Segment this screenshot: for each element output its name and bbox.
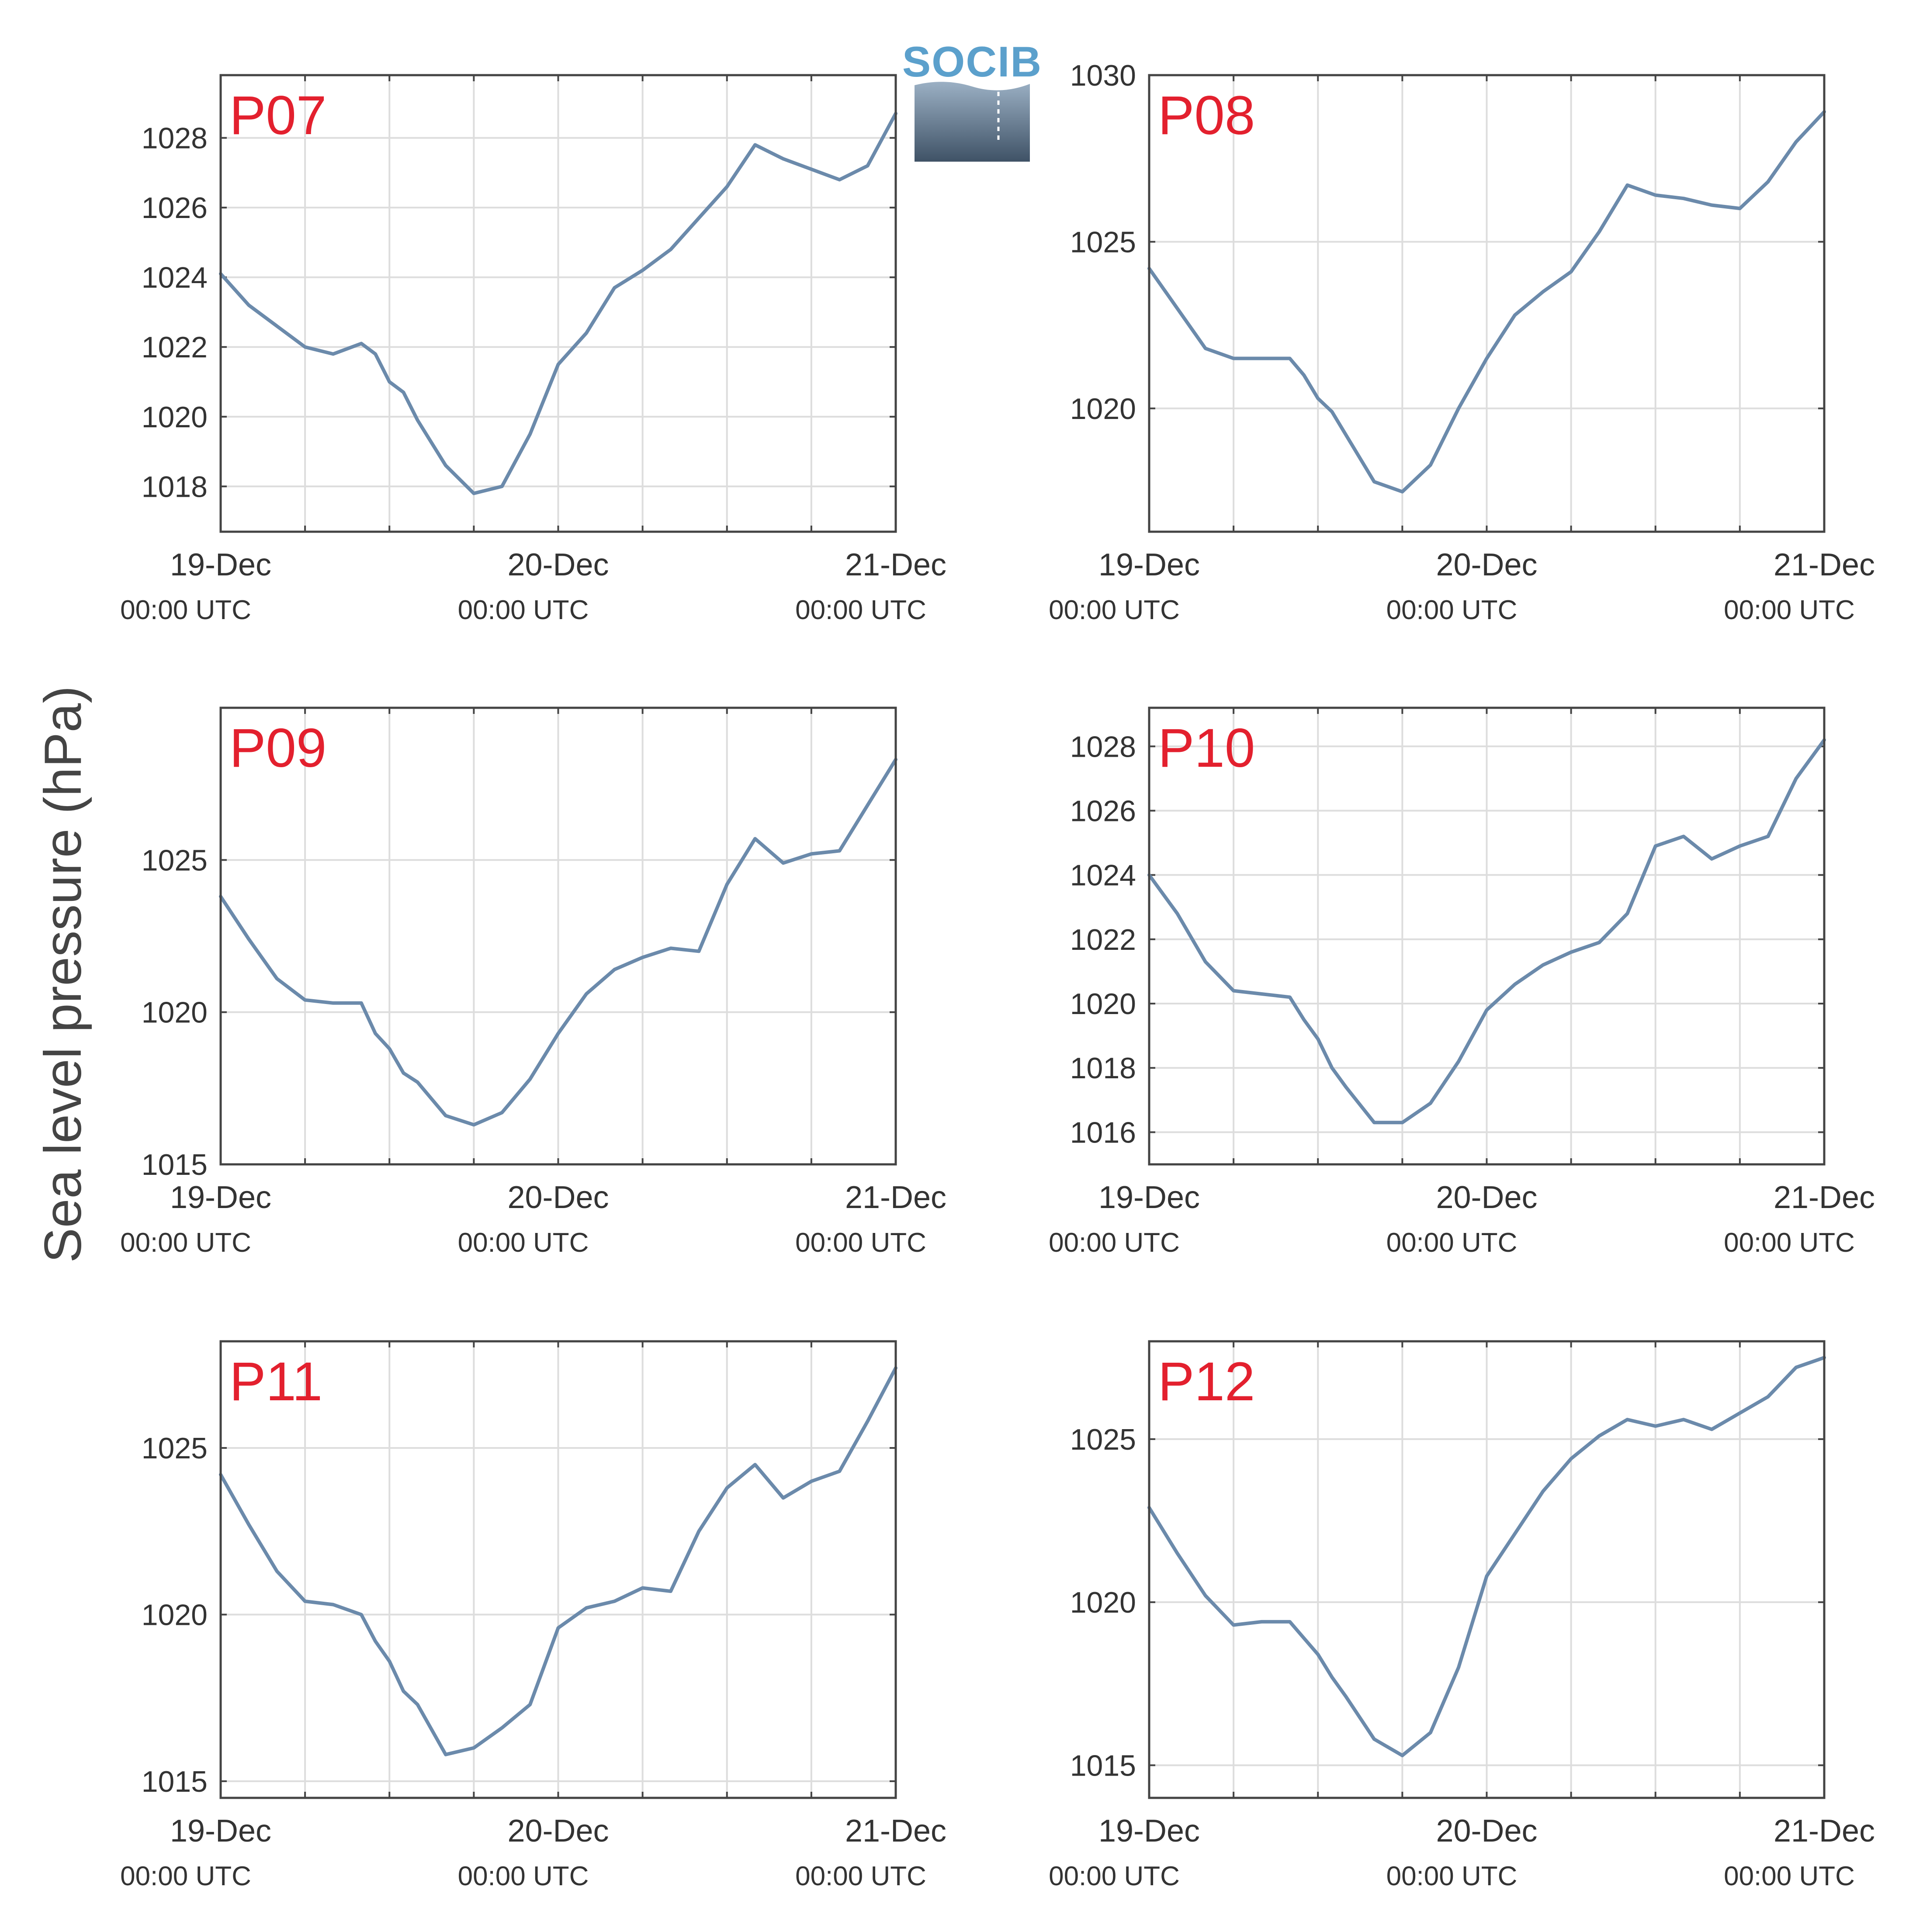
y-tick-label: 1018 bbox=[1070, 1052, 1136, 1085]
socib-logo: SOCIB bbox=[902, 38, 1042, 162]
y-tick-label: 1022 bbox=[1070, 923, 1136, 956]
plot-frame bbox=[1148, 74, 1826, 533]
panel-label: P07 bbox=[229, 85, 326, 146]
y-tick-label: 1015 bbox=[142, 1765, 208, 1798]
y-tick-label: 1030 bbox=[1070, 59, 1136, 92]
series-line bbox=[219, 1366, 897, 1756]
x-tick-label-time: 00:00 UTC bbox=[795, 1861, 926, 1891]
x-tick-label-day: 19-Dec bbox=[1098, 1814, 1200, 1849]
y-tick-label: 1020 bbox=[1070, 1586, 1136, 1619]
y-tick-label: 1020 bbox=[1070, 987, 1136, 1021]
x-tick-label-time: 00:00 UTC bbox=[1049, 595, 1180, 625]
plot-frame bbox=[219, 706, 897, 1166]
x-tick-label-day: 21-Dec bbox=[1774, 1814, 1875, 1849]
series-line bbox=[219, 111, 897, 495]
y-axis-label: Sea level pressure (hPa) bbox=[34, 686, 92, 1263]
x-tick-label-time: 00:00 UTC bbox=[1049, 1861, 1180, 1891]
x-tick-label-time: 00:00 UTC bbox=[120, 1861, 251, 1891]
y-tick-label: 1020 bbox=[142, 996, 208, 1029]
chart-panel-p08: 1020 1025 1030 19-Dec 00:00 UTC 20-Dec 00:00 U… bbox=[1049, 59, 1875, 625]
x-tick-label-time: 00:00 UTC bbox=[120, 595, 251, 625]
y-tick-label: 1026 bbox=[142, 191, 208, 225]
chart-panel-p10: 1016 1018 1020 1022 1024 1026 1028 19-Dec 00:00 … bbox=[1049, 706, 1875, 1258]
y-tick-label: 1018 bbox=[142, 470, 208, 503]
x-tick-label-time: 00:00 UTC bbox=[795, 595, 926, 625]
x-tick-label-time: 00:00 UTC bbox=[458, 1861, 589, 1891]
x-tick-label-time: 00:00 UTC bbox=[120, 1228, 251, 1258]
x-tick-label-day: 21-Dec bbox=[845, 547, 946, 582]
plot-frame bbox=[219, 74, 897, 533]
x-tick-label-time: 00:00 UTC bbox=[795, 1228, 926, 1258]
x-tick-label-day: 21-Dec bbox=[1774, 547, 1875, 582]
x-tick-label-day: 20-Dec bbox=[507, 1814, 609, 1849]
x-tick-label-day: 21-Dec bbox=[1774, 1180, 1875, 1215]
y-tick-label: 1025 bbox=[142, 844, 208, 877]
x-tick-label-day: 20-Dec bbox=[1436, 547, 1537, 582]
plot-frame bbox=[1148, 706, 1826, 1166]
x-tick-label-time: 00:00 UTC bbox=[458, 595, 589, 625]
x-tick-label-day: 19-Dec bbox=[170, 1180, 271, 1215]
y-tick-label: 1020 bbox=[1070, 392, 1136, 426]
x-tick-label-day: 19-Dec bbox=[170, 547, 271, 582]
y-tick-label: 1024 bbox=[142, 261, 208, 294]
panel-label: P10 bbox=[1158, 718, 1255, 779]
x-tick-label-time: 00:00 UTC bbox=[1386, 1228, 1518, 1258]
x-tick-label-day: 20-Dec bbox=[507, 1180, 609, 1215]
chart-panel-p09: 1015 1020 1025 19-Dec 00:00 UTC 20-Dec 00:00 U… bbox=[120, 706, 946, 1258]
panel-label: P11 bbox=[229, 1351, 322, 1412]
y-tick-label: 1020 bbox=[142, 1598, 208, 1631]
y-tick-label: 1020 bbox=[142, 401, 208, 434]
y-tick-label: 1015 bbox=[1070, 1749, 1136, 1782]
x-tick-label-day: 19-Dec bbox=[170, 1814, 271, 1849]
x-tick-label-time: 00:00 UTC bbox=[1386, 595, 1518, 625]
x-tick-label-day: 21-Dec bbox=[845, 1814, 946, 1849]
y-tick-label: 1022 bbox=[142, 331, 208, 364]
panel-label: P12 bbox=[1158, 1351, 1255, 1412]
panel-label: P08 bbox=[1158, 85, 1255, 146]
series-line bbox=[219, 758, 897, 1127]
x-tick-label-time: 00:00 UTC bbox=[1049, 1228, 1180, 1258]
x-tick-label-day: 20-Dec bbox=[1436, 1814, 1537, 1849]
x-tick-label-time: 00:00 UTC bbox=[1724, 1861, 1855, 1891]
x-tick-label-day: 20-Dec bbox=[507, 547, 609, 582]
x-tick-label-day: 19-Dec bbox=[1098, 1180, 1200, 1215]
plot-frame bbox=[219, 1340, 897, 1799]
y-tick-label: 1016 bbox=[1070, 1116, 1136, 1149]
plot-frame bbox=[1148, 1340, 1826, 1799]
y-tick-label: 1028 bbox=[1070, 730, 1136, 763]
x-tick-label-time: 00:00 UTC bbox=[1724, 595, 1855, 625]
x-tick-label-day: 21-Dec bbox=[845, 1180, 946, 1215]
y-tick-label: 1026 bbox=[1070, 794, 1136, 828]
x-tick-label-time: 00:00 UTC bbox=[1724, 1228, 1855, 1258]
series-line bbox=[1147, 738, 1826, 1125]
x-tick-label-time: 00:00 UTC bbox=[1386, 1861, 1518, 1891]
series-line bbox=[1147, 110, 1826, 494]
x-tick-label-day: 20-Dec bbox=[1436, 1180, 1537, 1215]
y-tick-label: 1024 bbox=[1070, 859, 1136, 892]
chart-panel-p11: 1015 1020 1025 19-Dec 00:00 UTC 20-Dec 00:00 U… bbox=[120, 1340, 946, 1891]
y-tick-label: 1028 bbox=[142, 122, 208, 155]
x-tick-label-day: 19-Dec bbox=[1098, 547, 1200, 582]
panel-label: P09 bbox=[229, 718, 326, 779]
chart-panel-p12: 1015 1020 1025 19-Dec 00:00 UTC 20-Dec 00:00 U… bbox=[1049, 1340, 1875, 1891]
y-tick-label: 1025 bbox=[1070, 1423, 1136, 1456]
x-tick-label-time: 00:00 UTC bbox=[458, 1228, 589, 1258]
y-tick-label: 1025 bbox=[1070, 225, 1136, 259]
chart-panel-p07: 1018 1020 1022 1024 1026 1028 19-Dec 00:00 UTC 2… bbox=[120, 74, 946, 625]
series-line bbox=[1147, 1356, 1826, 1757]
socib-logo-text: SOCIB bbox=[902, 38, 1042, 86]
y-tick-label: 1015 bbox=[142, 1148, 208, 1181]
y-tick-label: 1025 bbox=[142, 1432, 208, 1465]
